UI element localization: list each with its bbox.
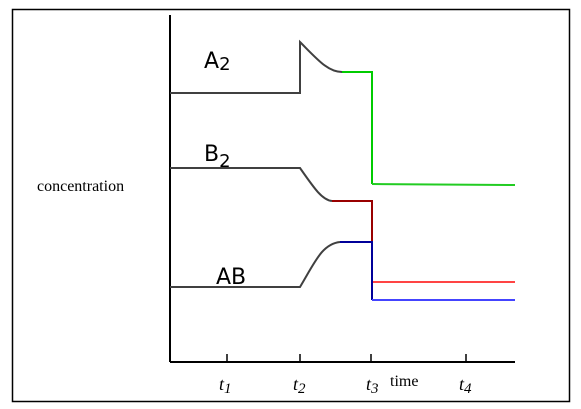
series-label-b2: B2	[204, 142, 231, 172]
series-label-a2-base: A	[204, 49, 219, 74]
series-label-ab-base: AB	[216, 265, 246, 290]
tick-label-t1: t1	[219, 374, 232, 397]
series-a2-initial	[170, 39, 343, 94]
series-label-a2-sub: 2	[219, 54, 230, 75]
series-label-b2-base: B	[204, 142, 219, 167]
series-label-ab: AB	[216, 265, 246, 290]
tick-label-t2-base: t	[293, 374, 299, 394]
tick-label-t1-sub: 1	[224, 381, 232, 397]
tick-label-t2-sub: 2	[298, 381, 306, 397]
tick-label-t3: t3	[366, 374, 379, 397]
tick-label-t2: t2	[293, 374, 306, 397]
series-label-b2-sub: 2	[219, 151, 230, 172]
chart-frame	[11, 8, 571, 403]
series-a2-new-equilibrium	[342, 71, 373, 184]
y-axis-label: concentration	[37, 178, 124, 195]
series-label-a2: A2	[204, 49, 231, 75]
tick-label-t3-sub: 3	[370, 381, 379, 397]
x-axis-label: time	[390, 373, 418, 390]
tick-label-t4-base: t	[459, 374, 465, 394]
tick-label-t4: t4	[459, 374, 472, 397]
tick-label-t4-sub: 4	[464, 381, 472, 397]
tick-label-t1-base: t	[219, 374, 225, 394]
series-b2-initial	[170, 167, 333, 202]
series-ab-new-equilibrium	[340, 241, 373, 300]
tick-label-t3-base: t	[366, 374, 372, 394]
series-ab-initial	[170, 241, 341, 288]
series-a2-final	[371, 183, 516, 186]
